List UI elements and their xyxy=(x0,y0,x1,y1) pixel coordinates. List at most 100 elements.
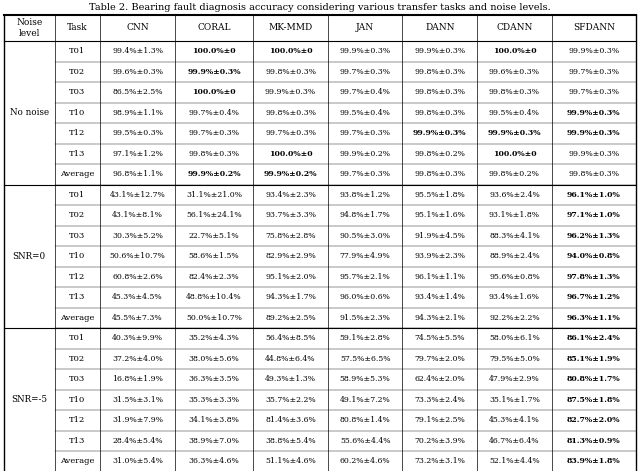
Text: T10: T10 xyxy=(69,396,86,404)
Text: 99.9%±0.2%: 99.9%±0.2% xyxy=(264,170,317,178)
Text: 93.4%±1.4%: 93.4%±1.4% xyxy=(414,293,465,301)
Text: 93.9%±2.3%: 93.9%±2.3% xyxy=(414,252,465,260)
Text: 99.8%±0.3%: 99.8%±0.3% xyxy=(414,88,465,96)
Text: 97.1%±1.0%: 97.1%±1.0% xyxy=(567,211,621,219)
Text: 92.2%±2.2%: 92.2%±2.2% xyxy=(489,314,540,322)
Text: 99.9%±0.3%: 99.9%±0.3% xyxy=(488,129,541,137)
Text: 100.0%±0: 100.0%±0 xyxy=(192,88,236,96)
Text: 99.9%±0.3%: 99.9%±0.3% xyxy=(413,129,467,137)
Text: T02: T02 xyxy=(69,211,86,219)
Text: 99.9%±0.3%: 99.9%±0.3% xyxy=(265,88,316,96)
Text: 99.9%±0.3%: 99.9%±0.3% xyxy=(568,150,620,158)
Text: 55.6%±4.4%: 55.6%±4.4% xyxy=(340,437,390,445)
Text: 82.7%±2.0%: 82.7%±2.0% xyxy=(567,416,621,424)
Text: 37.2%±4.0%: 37.2%±4.0% xyxy=(112,355,163,363)
Text: 96.7%±1.2%: 96.7%±1.2% xyxy=(567,293,621,301)
Text: 95.1%±1.6%: 95.1%±1.6% xyxy=(414,211,465,219)
Text: 82.9%±2.9%: 82.9%±2.9% xyxy=(265,252,316,260)
Text: 45.3%±4.5%: 45.3%±4.5% xyxy=(112,293,163,301)
Text: Task: Task xyxy=(67,24,88,32)
Text: 43.1%±12.7%: 43.1%±12.7% xyxy=(109,191,166,199)
Text: 94.3%±2.1%: 94.3%±2.1% xyxy=(414,314,465,322)
Text: Noise
level: Noise level xyxy=(16,18,42,38)
Text: 93.4%±1.6%: 93.4%±1.6% xyxy=(489,293,540,301)
Text: 93.7%±3.3%: 93.7%±3.3% xyxy=(265,211,316,219)
Text: 95.1%±2.0%: 95.1%±2.0% xyxy=(265,273,316,281)
Text: T12: T12 xyxy=(69,416,86,424)
Text: DANN: DANN xyxy=(425,24,454,32)
Text: 40.3%±9.9%: 40.3%±9.9% xyxy=(112,334,163,342)
Text: CNN: CNN xyxy=(126,24,149,32)
Text: 99.9%±0.3%: 99.9%±0.3% xyxy=(340,47,390,55)
Text: 99.7%±0.3%: 99.7%±0.3% xyxy=(189,129,239,137)
Text: 36.3%±3.5%: 36.3%±3.5% xyxy=(189,375,239,383)
Text: 60.2%±4.6%: 60.2%±4.6% xyxy=(340,457,390,465)
Text: T13: T13 xyxy=(69,150,86,158)
Text: 58.9%±5.3%: 58.9%±5.3% xyxy=(340,375,390,383)
Text: 22.7%±5.1%: 22.7%±5.1% xyxy=(189,232,239,240)
Text: 88.3%±4.1%: 88.3%±4.1% xyxy=(489,232,540,240)
Text: 93.4%±2.3%: 93.4%±2.3% xyxy=(265,191,316,199)
Text: 16.8%±1.9%: 16.8%±1.9% xyxy=(112,375,163,383)
Text: 96.1%±1.0%: 96.1%±1.0% xyxy=(567,191,621,199)
Text: 79.7%±2.0%: 79.7%±2.0% xyxy=(415,355,465,363)
Text: 70.2%±3.9%: 70.2%±3.9% xyxy=(414,437,465,445)
Text: 94.8%±1.7%: 94.8%±1.7% xyxy=(340,211,390,219)
Text: 99.9%±0.2%: 99.9%±0.2% xyxy=(188,170,241,178)
Text: 87.5%±1.8%: 87.5%±1.8% xyxy=(567,396,621,404)
Text: 38.9%±7.0%: 38.9%±7.0% xyxy=(189,437,239,445)
Text: 99.8%±0.3%: 99.8%±0.3% xyxy=(489,88,540,96)
Text: CORAL: CORAL xyxy=(197,24,231,32)
Text: 100.0%±0: 100.0%±0 xyxy=(493,47,536,55)
Text: T03: T03 xyxy=(69,232,86,240)
Text: 45.3%±4.1%: 45.3%±4.1% xyxy=(489,416,540,424)
Text: 99.6%±0.3%: 99.6%±0.3% xyxy=(112,68,163,76)
Text: 73.2%±3.1%: 73.2%±3.1% xyxy=(414,457,465,465)
Text: 38.0%±5.6%: 38.0%±5.6% xyxy=(189,355,239,363)
Text: 56.1%±24.1%: 56.1%±24.1% xyxy=(186,211,242,219)
Text: 99.7%±0.3%: 99.7%±0.3% xyxy=(265,129,316,137)
Text: 95.6%±0.8%: 95.6%±0.8% xyxy=(489,273,540,281)
Text: 43.1%±8.1%: 43.1%±8.1% xyxy=(112,211,163,219)
Text: 99.9%±0.3%: 99.9%±0.3% xyxy=(567,129,621,137)
Text: 99.8%±0.3%: 99.8%±0.3% xyxy=(265,68,316,76)
Text: 99.8%±0.3%: 99.8%±0.3% xyxy=(414,68,465,76)
Text: 99.7%±0.3%: 99.7%±0.3% xyxy=(340,129,390,137)
Text: 57.5%±6.5%: 57.5%±6.5% xyxy=(340,355,390,363)
Text: T02: T02 xyxy=(69,68,86,76)
Text: 99.8%±0.3%: 99.8%±0.3% xyxy=(189,150,239,158)
Text: T12: T12 xyxy=(69,273,86,281)
Text: 35.2%±4.3%: 35.2%±4.3% xyxy=(189,334,239,342)
Text: 99.9%±0.3%: 99.9%±0.3% xyxy=(188,68,241,76)
Text: Table 2. Bearing fault diagnosis accuracy considering various transfer tasks and: Table 2. Bearing fault diagnosis accurac… xyxy=(89,3,551,12)
Text: 88.9%±2.4%: 88.9%±2.4% xyxy=(489,252,540,260)
Text: MK-MMD: MK-MMD xyxy=(268,24,312,32)
Text: T12: T12 xyxy=(69,129,86,137)
Text: 50.6%±10.7%: 50.6%±10.7% xyxy=(109,252,166,260)
Text: 99.7%±0.3%: 99.7%±0.3% xyxy=(340,68,390,76)
Text: 31.1%±21.0%: 31.1%±21.0% xyxy=(186,191,242,199)
Text: 81.3%±0.9%: 81.3%±0.9% xyxy=(567,437,621,445)
Text: 99.5%±0.4%: 99.5%±0.4% xyxy=(340,109,390,117)
Text: 96.3%±1.1%: 96.3%±1.1% xyxy=(567,314,621,322)
Text: 99.5%±0.4%: 99.5%±0.4% xyxy=(489,109,540,117)
Text: 48.8%±10.4%: 48.8%±10.4% xyxy=(186,293,242,301)
Text: 96.1%±1.1%: 96.1%±1.1% xyxy=(414,273,465,281)
Text: 59.1%±2.8%: 59.1%±2.8% xyxy=(340,334,390,342)
Text: 58.6%±1.5%: 58.6%±1.5% xyxy=(189,252,239,260)
Text: 91.5%±2.3%: 91.5%±2.3% xyxy=(340,314,390,322)
Text: 77.9%±4.9%: 77.9%±4.9% xyxy=(340,252,390,260)
Text: 99.8%±0.2%: 99.8%±0.2% xyxy=(489,170,540,178)
Text: 100.0%±0: 100.0%±0 xyxy=(493,150,536,158)
Text: 91.9%±4.5%: 91.9%±4.5% xyxy=(414,232,465,240)
Text: 99.7%±0.3%: 99.7%±0.3% xyxy=(340,170,390,178)
Text: 99.9%±0.2%: 99.9%±0.2% xyxy=(340,150,390,158)
Text: T02: T02 xyxy=(69,355,86,363)
Text: 56.4%±8.5%: 56.4%±8.5% xyxy=(265,334,316,342)
Text: 94.3%±1.7%: 94.3%±1.7% xyxy=(265,293,316,301)
Text: 99.7%±0.3%: 99.7%±0.3% xyxy=(568,88,620,96)
Text: 44.8%±6.4%: 44.8%±6.4% xyxy=(265,355,316,363)
Text: 99.7%±0.3%: 99.7%±0.3% xyxy=(568,68,620,76)
Text: 99.8%±0.3%: 99.8%±0.3% xyxy=(414,109,465,117)
Text: 94.0%±0.8%: 94.0%±0.8% xyxy=(567,252,621,260)
